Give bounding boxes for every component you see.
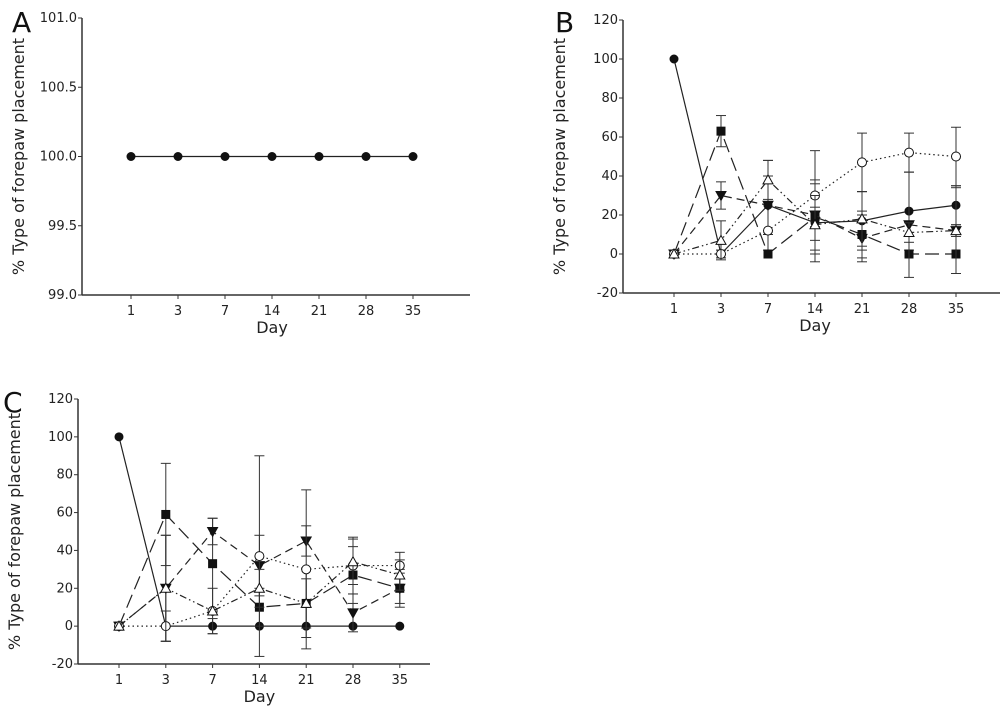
y-tick-label: 100.5 (40, 80, 77, 95)
panel-C: C -20 0 20 40 60 80 100 120 1 3 7 14 21 28 35 Day % Type … (3, 386, 430, 706)
panel-label: A (12, 6, 31, 39)
series-filled-circle (126, 152, 418, 161)
y-tick-label: 20 (56, 581, 73, 596)
data-point (950, 224, 962, 236)
series-open-triangle (668, 159, 962, 261)
series-open-triangle (113, 534, 406, 642)
y-tick-label: 120 (593, 13, 618, 28)
x-tick-label: 3 (174, 304, 182, 319)
y-tick-label: 0 (65, 619, 73, 634)
data-point (206, 527, 219, 538)
panel-label: B (555, 6, 574, 39)
data-point (206, 604, 219, 616)
x-tick-label: 3 (162, 673, 170, 688)
y-tick-label: 99.5 (48, 219, 77, 234)
data-point (393, 569, 406, 580)
y-tick-label: 100.0 (40, 150, 77, 165)
data-point (951, 151, 961, 162)
y-tick-label: 80 (601, 91, 618, 106)
data-point (809, 218, 821, 230)
y-axis-label: % Type of forepaw placement (9, 38, 28, 275)
y-tick-label: 20 (601, 208, 618, 223)
x-axis-label: Day (799, 316, 831, 335)
y-tick-label: 100 (48, 430, 73, 445)
panel-A: A 99.0 99.5 100.0 100.5 101.0 1 3 7 14 21 28 35 Day % … (9, 6, 470, 337)
data-point (668, 247, 680, 259)
x-tick-label: 35 (392, 673, 409, 688)
data-point (161, 509, 171, 519)
x-tick-label: 21 (311, 304, 328, 319)
data-point (669, 54, 679, 64)
x-tick-label: 1 (115, 673, 123, 688)
panel-label: C (3, 386, 23, 419)
y-tick-label: 100 (593, 52, 618, 67)
x-tick-label: 21 (854, 302, 871, 317)
data-point (301, 564, 312, 575)
x-tick-label: 21 (298, 673, 315, 688)
data-point (904, 147, 914, 158)
y-tick-label: -20 (597, 286, 618, 301)
data-point (361, 152, 371, 161)
x-tick-label: 28 (345, 673, 362, 688)
data-point (300, 597, 313, 608)
y-tick-label: 80 (56, 468, 73, 483)
y-tick-label: -20 (52, 657, 73, 672)
data-point (857, 157, 867, 168)
y-tick-label: 101.0 (40, 11, 77, 26)
data-point (347, 555, 359, 567)
x-tick-label: 28 (901, 302, 918, 317)
data-point (715, 191, 727, 202)
x-axis-label: Day (244, 687, 276, 706)
x-tick-label: 28 (358, 304, 375, 319)
x-tick-label: 14 (264, 304, 281, 319)
y-axis-label: % Type of forepaw placement (5, 413, 24, 650)
data-point (208, 559, 218, 569)
data-point (395, 621, 405, 631)
data-point (716, 126, 726, 136)
data-point (408, 152, 418, 161)
y-tick-label: 40 (601, 169, 618, 184)
y-tick-label: 60 (56, 506, 73, 521)
x-tick-label: 1 (670, 302, 678, 317)
data-point (856, 212, 868, 224)
y-tick-label: 60 (601, 130, 618, 145)
x-tick-label: 1 (127, 304, 135, 319)
y-tick-label: 120 (48, 392, 73, 407)
x-tick-label: 14 (251, 673, 268, 688)
x-tick-label: 7 (764, 302, 772, 317)
data-point (254, 551, 265, 562)
y-axis-label: % Type of forepaw placement (550, 38, 569, 275)
data-point (314, 152, 324, 161)
data-point (267, 152, 277, 161)
panel-B: B -20 0 20 40 60 80 100 120 1 3 7 14 21 28 35 Day % Type … (550, 6, 1000, 335)
y-tick-label: 99.0 (48, 288, 77, 303)
x-tick-label: 35 (405, 304, 422, 319)
data-point (762, 200, 774, 212)
data-point (763, 225, 773, 236)
data-point (903, 226, 915, 238)
data-point (113, 620, 125, 631)
x-tick-label: 3 (717, 302, 725, 317)
y-tick-label: 0 (610, 247, 618, 262)
data-point (159, 582, 172, 593)
data-point (126, 152, 136, 161)
x-tick-label: 35 (948, 302, 965, 317)
y-tick-label: 40 (56, 543, 73, 558)
data-point (253, 582, 266, 593)
data-point (762, 173, 774, 185)
x-axis-label: Day (256, 318, 288, 337)
data-point (763, 249, 773, 259)
x-tick-label: 7 (221, 304, 229, 319)
x-tick-label: 14 (807, 302, 824, 317)
x-tick-label: 7 (208, 673, 216, 688)
data-point (114, 432, 124, 442)
data-point (220, 152, 230, 161)
data-point (347, 608, 359, 619)
data-point (715, 234, 727, 245)
data-point (173, 152, 183, 161)
